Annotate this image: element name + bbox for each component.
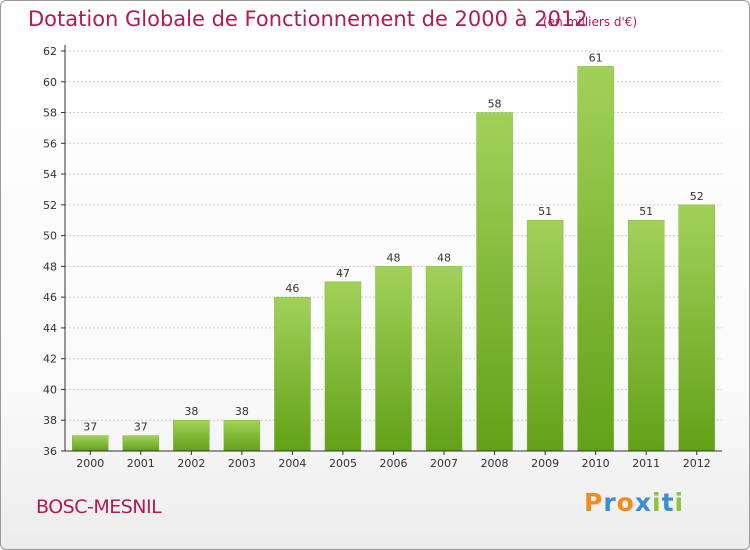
bar-2007	[425, 266, 463, 452]
bar-2001	[122, 435, 160, 452]
x-tick-label: 2012	[683, 457, 711, 470]
bar-value-label: 37	[83, 421, 97, 434]
bar-value-label: 38	[184, 405, 198, 418]
y-tick-label: 36	[43, 445, 57, 458]
bar-value-label: 58	[488, 98, 502, 111]
commune-name: BOSC-MESNIL	[36, 496, 162, 518]
logo-letter: i	[674, 488, 685, 517]
y-tick-label: 40	[43, 383, 57, 396]
y-tick-label: 38	[43, 414, 57, 427]
bar-value-label: 37	[134, 421, 148, 434]
bar-value-label: 52	[690, 190, 704, 203]
bar-2000	[72, 435, 109, 452]
bar-2002	[173, 419, 210, 452]
y-tick-label: 52	[43, 199, 57, 212]
bar-2011	[627, 219, 665, 452]
bar-2008	[476, 112, 513, 452]
bar-value-label: 46	[285, 282, 299, 295]
bar-value-label: 51	[639, 205, 653, 218]
y-tick-label: 60	[43, 76, 57, 89]
bar-2006	[375, 266, 412, 452]
x-tick-label: 2002	[177, 457, 205, 470]
x-tick-label: 2008	[481, 457, 509, 470]
y-tick-label: 56	[43, 137, 57, 150]
y-tick-label: 58	[43, 107, 57, 120]
bar-value-label: 48	[437, 251, 451, 264]
chart-title: Dotation Globale de Fonctionnement de 20…	[28, 7, 588, 31]
x-tick-label: 2001	[127, 457, 155, 470]
bar-2009	[526, 219, 564, 452]
x-tick-label: 2004	[278, 457, 306, 470]
logo-letter: P	[584, 488, 604, 517]
x-tick-label: 2007	[430, 457, 458, 470]
logo-letter: t	[661, 488, 675, 517]
x-tick-label: 2009	[531, 457, 559, 470]
y-tick-label: 42	[43, 353, 57, 366]
y-tick-label: 62	[43, 45, 57, 58]
bar-2004	[274, 296, 311, 452]
x-tick-label: 2010	[582, 457, 610, 470]
y-tick-label: 48	[43, 260, 57, 273]
bar-2012	[678, 204, 715, 452]
x-tick-label: 2011	[632, 457, 660, 470]
y-tick-label: 50	[43, 230, 57, 243]
bar-value-label: 38	[235, 405, 249, 418]
bar-value-label: 51	[538, 205, 552, 218]
logo-letter: r	[603, 488, 617, 517]
logo-letter: x	[634, 488, 652, 517]
bar-2005	[324, 281, 362, 452]
y-tick-label: 46	[43, 291, 57, 304]
logo-letter: i	[652, 488, 662, 517]
bar-value-label: 47	[336, 267, 350, 280]
bar-value-label: 61	[589, 51, 603, 64]
x-tick-label: 2003	[228, 457, 256, 470]
y-tick-label: 54	[43, 168, 57, 181]
bar-value-labels: 37 37 38 38 46 47 48 48 58 51 61 51 52	[83, 51, 703, 433]
bar-2010	[577, 66, 614, 452]
axes: 36 38 40 42 44 46 48 50 52 54 56 58 60 62 2000 2001 2002…	[43, 45, 722, 470]
chart-subtitle: (en milliers d'€)	[543, 15, 638, 29]
x-tick-label: 2005	[329, 457, 357, 470]
logo-letter: o	[616, 488, 635, 517]
x-tick-label: 2000	[76, 457, 104, 470]
bar-2003	[223, 419, 261, 452]
x-tick-label: 2006	[380, 457, 408, 470]
bars	[72, 66, 715, 452]
proxiti-logo: Proxiti	[584, 488, 684, 517]
bar-value-label: 48	[387, 251, 401, 264]
y-tick-label: 44	[43, 322, 57, 335]
